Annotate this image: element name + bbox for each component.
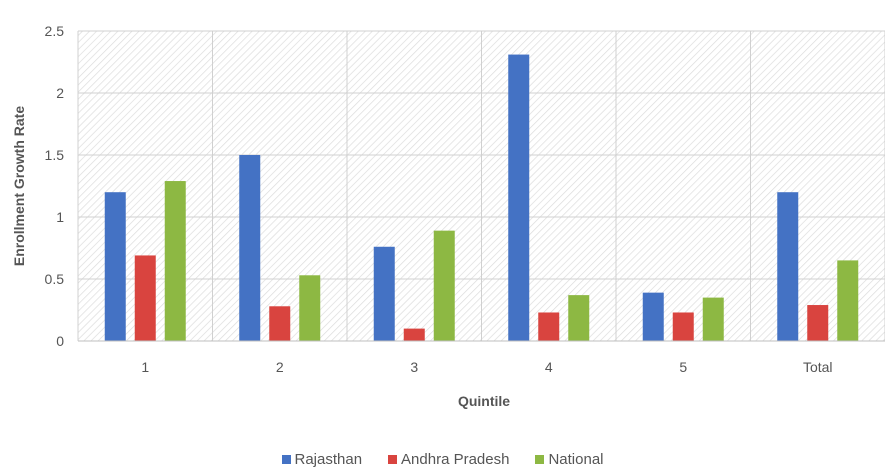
bar-chart: 0 0.5 1 1.5 2 2.5 1 2 3 4 5 Total Enrollment Growt… bbox=[11, 23, 885, 409]
bar-national-3 bbox=[433, 230, 455, 341]
bar-rajasthan-2 bbox=[239, 155, 261, 341]
x-tick-label: 3 bbox=[410, 359, 418, 375]
y-axis-title: Enrollment Growth Rate bbox=[11, 106, 27, 266]
bar-rajasthan-4 bbox=[508, 54, 530, 342]
bar-andhra-pradesh-4 bbox=[538, 312, 560, 341]
legend-item: Andhra Pradesh bbox=[388, 451, 509, 468]
bar-andhra-pradesh-3 bbox=[403, 328, 425, 341]
bar-andhra-pradesh-total bbox=[807, 305, 829, 341]
x-axis-title: Quintile bbox=[458, 393, 510, 409]
x-tick-label: 1 bbox=[141, 359, 149, 375]
legend-swatch bbox=[281, 454, 291, 464]
y-tick-label: 0 bbox=[56, 333, 64, 349]
legend-item: Rajasthan bbox=[281, 450, 363, 468]
bar-andhra-pradesh-1 bbox=[134, 255, 156, 341]
bar-andhra-pradesh-5 bbox=[672, 312, 694, 341]
bar-national-1 bbox=[164, 181, 186, 341]
legend-label: Andhra Pradesh bbox=[401, 450, 510, 468]
chart-legend: Rajasthan Andhra Pradesh National bbox=[0, 450, 885, 468]
gridlines bbox=[77, 30, 885, 342]
legend-swatch bbox=[388, 454, 398, 464]
y-tick-labels: 0 0.5 1 1.5 2 2.5 bbox=[45, 23, 65, 349]
y-tick-label: 2 bbox=[56, 85, 64, 101]
bar-national-total bbox=[837, 260, 859, 341]
legend-swatch bbox=[535, 454, 545, 464]
bar-national-2 bbox=[299, 275, 321, 341]
bar-national-4 bbox=[568, 295, 590, 341]
bar-rajasthan-1 bbox=[104, 192, 126, 341]
x-tick-labels: 1 2 3 4 5 Total bbox=[141, 359, 832, 375]
bar-rajasthan-3 bbox=[373, 246, 395, 341]
y-tick-label: 1.5 bbox=[45, 147, 65, 163]
bar-rajasthan-5 bbox=[642, 292, 664, 341]
x-tick-label: 2 bbox=[276, 359, 284, 375]
x-tick-label: 5 bbox=[679, 359, 687, 375]
legend-label: National bbox=[548, 450, 604, 468]
bar-andhra-pradesh-2 bbox=[269, 306, 291, 341]
y-tick-label: 0.5 bbox=[45, 271, 65, 287]
bar-national-5 bbox=[702, 297, 724, 341]
bars bbox=[78, 54, 885, 342]
legend-item: National bbox=[535, 450, 604, 468]
bar-rajasthan-total bbox=[777, 192, 799, 341]
x-tick-label: Total bbox=[803, 359, 833, 375]
y-tick-label: 2.5 bbox=[45, 23, 65, 39]
legend-label: Rajasthan bbox=[294, 450, 363, 468]
x-tick-label: 4 bbox=[545, 359, 553, 375]
y-tick-label: 1 bbox=[56, 209, 64, 225]
